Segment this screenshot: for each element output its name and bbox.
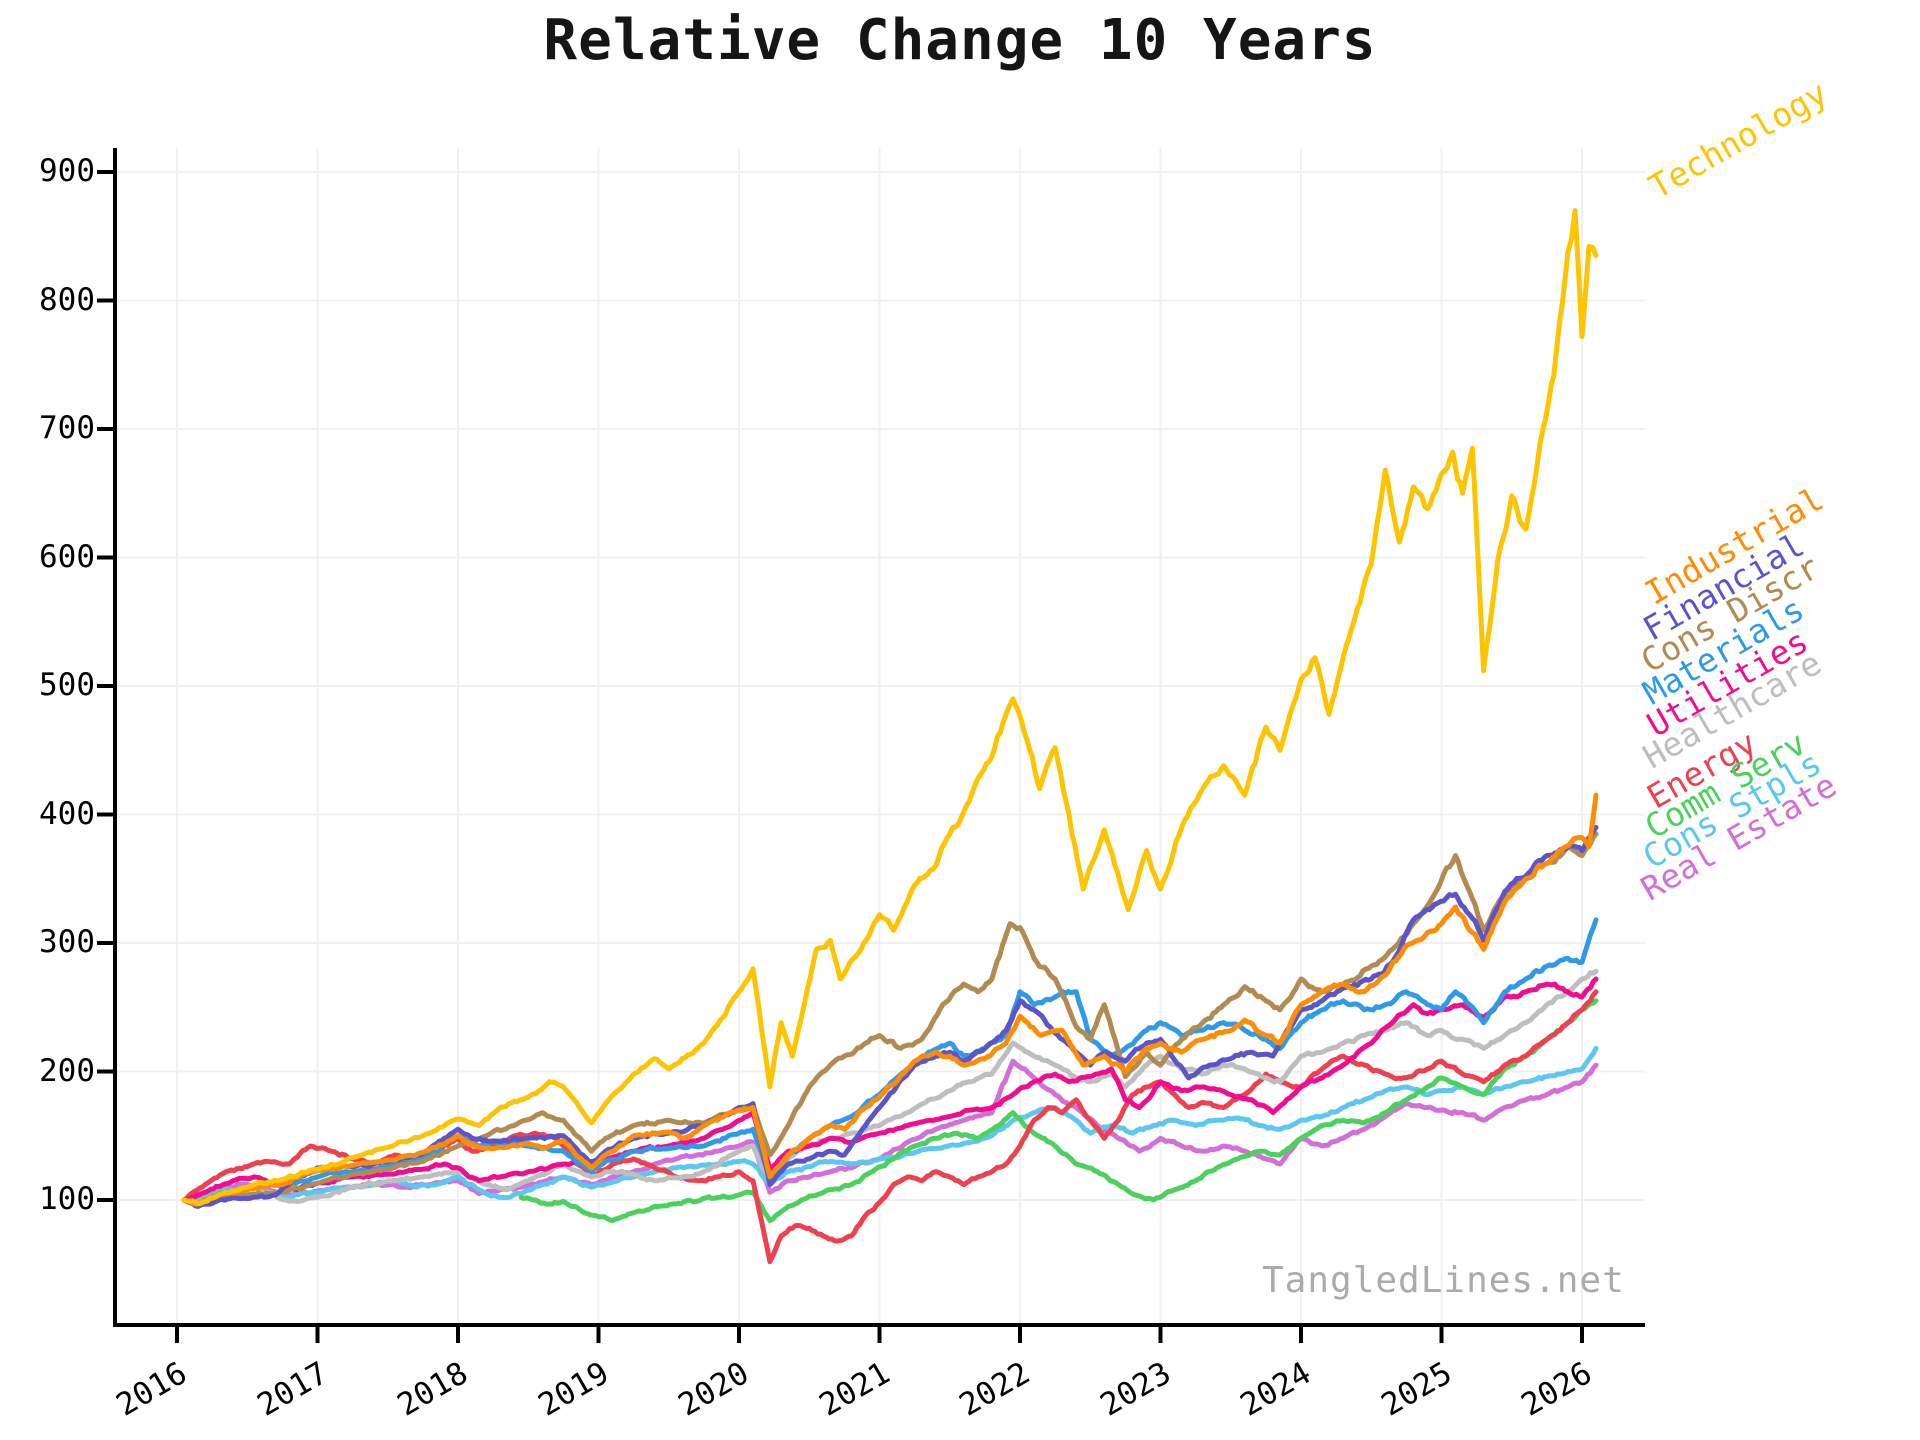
y-tick-label: 700 (39, 410, 95, 446)
series-line-industrial (181, 792, 1599, 1207)
y-tick-label: 100 (39, 1181, 95, 1217)
y-tick-label: 500 (39, 667, 95, 703)
series-line-comm-serv (518, 998, 1599, 1224)
watermark: TangledLines.net (1262, 1260, 1625, 1301)
series-line-materials (181, 917, 1599, 1207)
chart-title: Relative Change 10 Years (543, 8, 1377, 73)
y-tick-label: 300 (39, 924, 95, 960)
series-line-financial (181, 824, 1599, 1209)
series-line-cons-discr (181, 831, 1599, 1208)
y-tick-label: 600 (39, 538, 95, 575)
series-line-utilities (181, 976, 1599, 1203)
y-tick-label: 200 (39, 1052, 95, 1089)
series-line-technology (181, 208, 1599, 1207)
series-line-healthcare (181, 968, 1599, 1207)
y-tick-label: 900 (39, 153, 95, 189)
y-tick-label: 400 (39, 795, 95, 832)
y-tick-label: 800 (39, 281, 95, 318)
